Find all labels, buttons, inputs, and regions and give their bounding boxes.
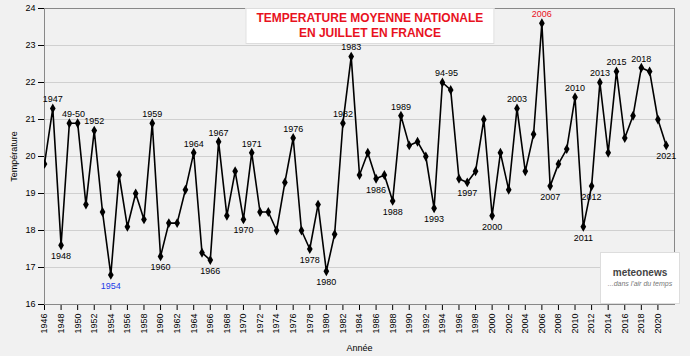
svg-text:2006: 2006 xyxy=(537,314,547,334)
svg-text:2008: 2008 xyxy=(553,314,563,334)
svg-text:2000: 2000 xyxy=(482,222,502,232)
svg-text:1958: 1958 xyxy=(139,314,149,334)
svg-text:49-50: 49-50 xyxy=(62,109,85,119)
svg-text:2014: 2014 xyxy=(603,314,613,334)
svg-text:1970: 1970 xyxy=(238,314,248,334)
svg-text:1966: 1966 xyxy=(205,314,215,334)
svg-text:2004: 2004 xyxy=(520,314,530,334)
svg-text:16: 16 xyxy=(25,299,35,309)
svg-text:1998: 1998 xyxy=(470,314,480,334)
svg-text:1964: 1964 xyxy=(189,314,199,334)
svg-text:2012: 2012 xyxy=(586,314,596,334)
svg-text:2013: 2013 xyxy=(590,68,610,78)
svg-text:1986: 1986 xyxy=(366,185,386,195)
svg-text:2021: 2021 xyxy=(656,151,676,161)
svg-text:1974: 1974 xyxy=(271,314,281,334)
svg-text:1970: 1970 xyxy=(233,225,253,235)
svg-text:1964: 1964 xyxy=(184,139,204,149)
svg-text:1984: 1984 xyxy=(354,314,364,334)
html-text:TEMPERATURE MOYENNE NATIONALE: TEMPERATURE MOYENNE NATIONALE EN JUILLET… xyxy=(256,11,484,40)
svg-text:1956: 1956 xyxy=(122,314,132,334)
svg-text:1978: 1978 xyxy=(305,314,315,334)
svg-text:1997: 1997 xyxy=(457,188,477,198)
svg-text:2011: 2011 xyxy=(574,233,593,243)
svg-text:1948: 1948 xyxy=(56,314,66,334)
svg-text:23: 23 xyxy=(25,40,35,50)
svg-text:1948: 1948 xyxy=(51,251,71,261)
svg-text:Année: Année xyxy=(346,343,372,353)
svg-text:1960: 1960 xyxy=(151,262,171,272)
svg-text:1952: 1952 xyxy=(84,116,104,126)
svg-text:2015: 2015 xyxy=(606,57,626,67)
svg-text:1950: 1950 xyxy=(73,314,83,334)
svg-text:1994: 1994 xyxy=(437,314,447,334)
svg-text:2002: 2002 xyxy=(504,314,514,334)
svg-text:1972: 1972 xyxy=(255,314,265,334)
svg-text:1960: 1960 xyxy=(155,314,165,334)
svg-text:20: 20 xyxy=(25,151,35,161)
svg-text:2012: 2012 xyxy=(582,192,602,202)
svg-text:Température: Température xyxy=(9,131,19,182)
svg-text:1954: 1954 xyxy=(106,314,116,334)
svg-text:1962: 1962 xyxy=(172,314,182,334)
svg-text:1990: 1990 xyxy=(404,314,414,334)
svg-text:24: 24 xyxy=(25,3,35,13)
svg-text:1976: 1976 xyxy=(288,314,298,334)
svg-text:1976: 1976 xyxy=(283,124,303,134)
svg-text:1966: 1966 xyxy=(200,266,220,276)
svg-text:2000: 2000 xyxy=(487,314,497,334)
svg-text:2006: 2006 xyxy=(532,9,552,19)
svg-text:1968: 1968 xyxy=(222,314,232,334)
svg-text:1946: 1946 xyxy=(39,314,49,334)
svg-text:2018: 2018 xyxy=(631,54,651,64)
html-text:...dans l'air du temps: ...dans l'air du temps xyxy=(607,280,673,287)
svg-text:1992: 1992 xyxy=(421,314,431,334)
svg-text:1996: 1996 xyxy=(454,314,464,334)
svg-text:1952: 1952 xyxy=(89,314,99,334)
svg-text:1993: 1993 xyxy=(424,214,444,224)
svg-text:1947: 1947 xyxy=(43,94,63,104)
svg-text:1982: 1982 xyxy=(333,109,353,119)
svg-text:2010: 2010 xyxy=(565,83,585,93)
svg-text:18: 18 xyxy=(25,225,35,235)
svg-text:2010: 2010 xyxy=(570,314,580,334)
svg-text:1986: 1986 xyxy=(371,314,381,334)
svg-text:1988: 1988 xyxy=(388,314,398,334)
svg-text:2007: 2007 xyxy=(540,192,560,202)
svg-text:21: 21 xyxy=(25,114,35,124)
svg-text:2003: 2003 xyxy=(507,94,527,104)
svg-text:1982: 1982 xyxy=(338,314,348,334)
svg-text:2016: 2016 xyxy=(620,314,630,334)
svg-text:1980: 1980 xyxy=(321,314,331,334)
svg-text:2020: 2020 xyxy=(653,314,663,334)
svg-text:1978: 1978 xyxy=(300,255,320,265)
svg-text:22: 22 xyxy=(25,77,35,87)
svg-text:1971: 1971 xyxy=(242,139,262,149)
svg-text:1989: 1989 xyxy=(391,102,411,112)
svg-text:1980: 1980 xyxy=(316,277,336,287)
svg-text:94-95: 94-95 xyxy=(435,68,458,78)
svg-text:19: 19 xyxy=(25,188,35,198)
svg-text:1988: 1988 xyxy=(383,207,403,217)
svg-text:1983: 1983 xyxy=(341,42,362,53)
svg-text:2018: 2018 xyxy=(636,314,646,334)
svg-text:17: 17 xyxy=(25,262,35,272)
svg-text:1954: 1954 xyxy=(101,281,121,291)
svg-text:1967: 1967 xyxy=(209,128,229,138)
svg-text:1959: 1959 xyxy=(142,109,162,119)
html-text:meteonews: meteonews xyxy=(612,267,668,278)
